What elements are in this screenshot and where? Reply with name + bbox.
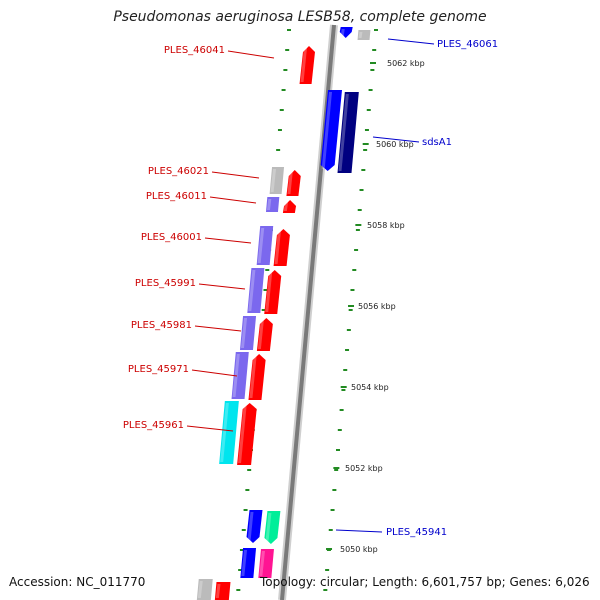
- gene-highlight: [257, 228, 265, 263]
- leader-line: [209, 196, 257, 204]
- gene-ples-45961-cyan[interactable]: [219, 401, 239, 464]
- gene-ples-46021-grey[interactable]: [269, 167, 285, 194]
- gene-top-grey[interactable]: [357, 30, 371, 40]
- gene-sdsa1[interactable]: [320, 90, 343, 171]
- gene-highlight: [259, 551, 265, 576]
- genome-summary-text: Topology: circular; Length: 6,601,757 bp…: [260, 575, 590, 589]
- gene-ples-45971[interactable]: [248, 354, 266, 400]
- gene-highlight: [274, 231, 281, 264]
- gene-ples-46021[interactable]: [286, 170, 301, 196]
- gene-ples-46001-purple[interactable]: [256, 226, 274, 265]
- gene-label[interactable]: PLES_46011: [146, 191, 207, 202]
- gene-highlight: [220, 403, 229, 462]
- gene-label[interactable]: PLES_45971: [128, 364, 189, 375]
- gene-magenta[interactable]: [258, 549, 274, 578]
- gene-label[interactable]: PLES_46001: [141, 232, 202, 243]
- gene-highlight: [266, 199, 272, 210]
- gene-ples-45971-purple[interactable]: [231, 352, 249, 399]
- right-gene-labels: PLES_46061 sdsA1 PLES_45941: [335, 38, 498, 538]
- gene-highlight: [340, 29, 345, 36]
- gene-highlight: [265, 513, 272, 542]
- scale-labels: 5062 kbp 5060 kbp 5058 kbp 5056 kbp 5054…: [340, 59, 425, 554]
- gene-highlight: [248, 270, 256, 311]
- gene-ples-46001[interactable]: [273, 229, 290, 266]
- gene-highlight: [257, 320, 264, 349]
- leader-line: [387, 38, 435, 45]
- scale-label: 5058 kbp: [367, 221, 405, 230]
- gene-highlight: [240, 318, 248, 348]
- gene-highlight: [270, 169, 277, 192]
- gene-label[interactable]: PLES_45961: [123, 420, 184, 431]
- leader-line: [372, 136, 420, 143]
- gene-top-blue[interactable]: [339, 27, 353, 38]
- gene-highlight: [283, 202, 289, 211]
- gene-bottom-grey[interactable]: [196, 579, 213, 600]
- gene-ples-45941[interactable]: [246, 510, 263, 543]
- gene-highlight: [238, 405, 247, 463]
- gene-label[interactable]: PLES_46021: [148, 166, 209, 177]
- gene-highlight: [247, 512, 254, 541]
- gene-highlight: [287, 172, 293, 194]
- gene-highlight: [321, 92, 333, 169]
- gene-bottom-red[interactable]: [214, 582, 231, 600]
- leader-line: [211, 171, 260, 179]
- scale-label: 5054 kbp: [351, 383, 389, 392]
- gene-ples-45961[interactable]: [237, 403, 257, 465]
- gene-ples-45981[interactable]: [256, 318, 273, 351]
- scale-label: 5062 kbp: [387, 59, 425, 68]
- gene-ples-45991[interactable]: [264, 270, 282, 314]
- gene-label[interactable]: PLES_46061: [437, 39, 498, 50]
- gene-ples-46011-purple[interactable]: [265, 197, 280, 212]
- gene-ples-45981-purple[interactable]: [239, 316, 257, 350]
- gene-highlight: [300, 48, 307, 82]
- gene-navy[interactable]: [337, 92, 359, 173]
- gene-ples-46011[interactable]: [282, 200, 297, 213]
- gene-highlight: [338, 94, 349, 171]
- gene-highlight: [241, 550, 248, 576]
- left-tick-track: [236, 29, 291, 591]
- leader-line: [191, 369, 238, 377]
- gene-highlight: [215, 584, 221, 598]
- gene-label[interactable]: PLES_45991: [135, 278, 196, 289]
- gene-highlight: [197, 581, 203, 598]
- leader-line: [204, 237, 252, 244]
- leader-line: [335, 529, 383, 533]
- leader-line: [186, 425, 234, 432]
- scale-label: 5060 kbp: [376, 140, 414, 149]
- gene-ples-45991-purple[interactable]: [247, 268, 265, 313]
- gene-track: [196, 27, 371, 600]
- accession-text: Accession: NC_011770: [9, 575, 146, 589]
- gene-ples-46041[interactable]: [299, 46, 315, 84]
- scale-label: 5056 kbp: [358, 302, 396, 311]
- gene-label[interactable]: PLES_45941: [386, 527, 447, 538]
- gene-label[interactable]: sdsA1: [422, 137, 452, 148]
- scale-label: 5050 kbp: [340, 545, 378, 554]
- gene-highlight: [265, 272, 273, 312]
- gene-bottom-blue[interactable]: [240, 548, 257, 578]
- left-gene-labels: PLES_46041 PLES_46021 PLES_46011 PLES_46…: [123, 45, 275, 432]
- gene-highlight: [358, 32, 363, 38]
- right-tick-track: [323, 29, 378, 591]
- scale-label: 5052 kbp: [345, 464, 383, 473]
- map-title: Pseudomonas aeruginosa LESB58, complete …: [113, 9, 487, 25]
- leader-line: [198, 283, 246, 290]
- leader-line: [227, 50, 275, 59]
- gene-label[interactable]: PLES_46041: [164, 45, 225, 56]
- gene-mint[interactable]: [264, 511, 281, 544]
- gene-highlight: [249, 356, 257, 398]
- gene-label[interactable]: PLES_45981: [131, 320, 192, 331]
- leader-line: [194, 325, 242, 332]
